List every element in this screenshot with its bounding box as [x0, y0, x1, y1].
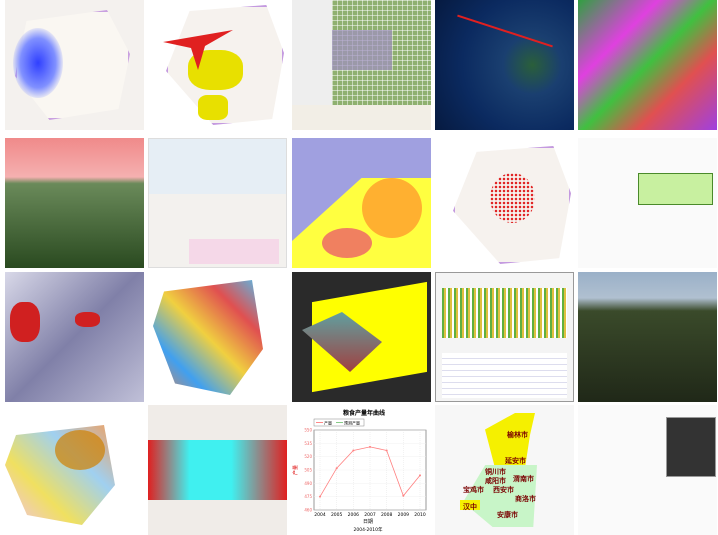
tile-yield-chart[interactable]: 粮食产量年曲线 产量 预测产量 460 475 490 505 520 535 550 200… [292, 405, 431, 535]
y-tick-label: 520 [304, 454, 312, 459]
city-label: 渭南市 [513, 475, 534, 483]
x-tick-label: 2004 [314, 512, 326, 518]
tile-grid-region-map[interactable] [292, 0, 431, 130]
y-tick-label: 535 [304, 441, 312, 446]
tile-vegetation-map[interactable] [148, 405, 287, 535]
y-axis-label: 产量 [292, 465, 299, 475]
y-tick-label: 505 [304, 468, 312, 473]
y-tick-label: 550 [304, 428, 312, 433]
city-label: 榆林市 [507, 431, 528, 439]
x-axis-sublabel: 2004-2010年 [353, 526, 383, 533]
city-label: 西安市 [493, 486, 514, 494]
tile-3d-terrain-labels[interactable] [578, 272, 717, 402]
tile-colored-terrain-raster[interactable] [578, 0, 717, 130]
city-label: 延安市 [505, 457, 526, 465]
city-label: 安康市 [497, 511, 518, 519]
city-label: 宝鸡市 [463, 486, 484, 494]
x-axis-label: 日期 [363, 519, 373, 525]
legend-label-yield: 产量 [324, 420, 332, 426]
tile-3d-terrain-sky[interactable] [5, 138, 144, 268]
data-point [335, 467, 338, 470]
city-label: 铜川市 [485, 468, 506, 476]
data-point [385, 449, 388, 452]
tile-contour-zone-map[interactable] [292, 138, 431, 268]
tile-landuse-map[interactable] [148, 272, 287, 402]
tile-street-map[interactable] [148, 138, 287, 268]
x-tick-label: 2008 [381, 512, 393, 518]
chart-title: 粮食产量年曲线 [343, 409, 385, 417]
city-label: 商洛市 [515, 495, 536, 503]
city-label: 咸阳市 [485, 477, 506, 485]
x-tick-label: 2009 [398, 512, 410, 518]
tile-popup-info-map[interactable] [578, 138, 717, 268]
tile-map-with-panel[interactable] [578, 405, 717, 535]
tile-chart-dashboard[interactable] [435, 272, 574, 402]
legend-box [313, 418, 365, 427]
tile-point-cluster-map[interactable] [435, 138, 574, 268]
data-point [319, 495, 321, 498]
y-tick-label: 460 [304, 508, 312, 513]
data-point [419, 474, 421, 477]
tile-satellite-philippines[interactable] [435, 0, 574, 130]
yield-line-chart: 粮食产量年曲线 产量 预测产量 460 475 490 505 520 535 550 200… [292, 409, 427, 533]
tile-density-map[interactable] [5, 0, 144, 130]
data-point [369, 445, 371, 448]
tile-shaanxi-map[interactable]: 榆林市 延安市 铜川市 渭南市 咸阳市 宝鸡市 西安市 商洛市 汉中 安康市 [435, 405, 574, 535]
x-tick-label: 2005 [331, 512, 343, 518]
x-tick-label: 2006 [348, 512, 360, 518]
x-tick-label: 2007 [364, 512, 376, 518]
tile-province-district-map[interactable] [5, 405, 144, 535]
x-tick-label: 2010 [414, 512, 426, 518]
tile-flow-arrow-map[interactable] [148, 0, 287, 130]
y-tick-label: 490 [304, 481, 312, 486]
data-point [402, 494, 405, 497]
tile-cloud-satellite[interactable] [5, 272, 144, 402]
legend-label-forecast: 预测产量 [344, 420, 360, 426]
data-point [352, 449, 355, 452]
tile-3d-surface[interactable] [292, 272, 431, 402]
city-label: 汉中 [463, 503, 477, 511]
y-tick-label: 475 [304, 494, 312, 499]
